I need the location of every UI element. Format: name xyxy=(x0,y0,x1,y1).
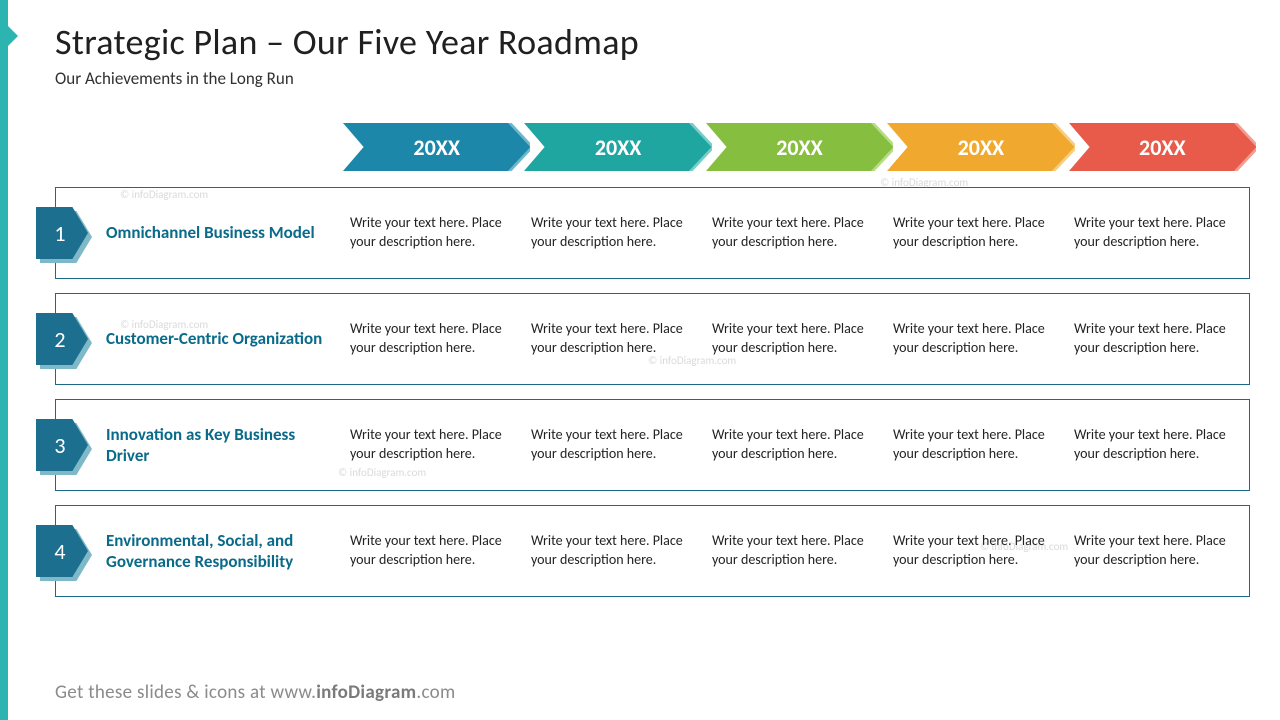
roadmap-row: 4Environmental, Social, and Governance R… xyxy=(55,505,1250,597)
cell-text: Write your text here. Place your descrip… xyxy=(887,188,1068,278)
cell-text: Write your text here. Place your descrip… xyxy=(525,400,706,490)
year-label: 20XX xyxy=(958,134,1005,161)
year-label: 20XX xyxy=(413,134,460,161)
cell-text: Write your text here. Place your descrip… xyxy=(344,400,525,490)
cell-text: Write your text here. Place your descrip… xyxy=(1068,400,1249,490)
footer-suffix: .com xyxy=(416,681,455,704)
slide-title: Strategic Plan – Our Five Year Roadmap xyxy=(55,20,1250,64)
cell-text: Write your text here. Place your descrip… xyxy=(344,188,525,278)
cell-text: Write your text here. Place your descrip… xyxy=(525,188,706,278)
row-title: Environmental, Social, and Governance Re… xyxy=(56,506,344,596)
cell-text: Write your text here. Place your descrip… xyxy=(344,294,525,384)
roadmap-row: 1Omnichannel Business ModelWrite your te… xyxy=(55,187,1250,279)
row-cells: Write your text here. Place your descrip… xyxy=(344,506,1249,596)
cell-text: Write your text here. Place your descrip… xyxy=(887,506,1068,596)
row-cells: Write your text here. Place your descrip… xyxy=(344,294,1249,384)
slide-content: Strategic Plan – Our Five Year Roadmap O… xyxy=(55,20,1250,611)
year-label: 20XX xyxy=(776,134,823,161)
cell-text: Write your text here. Place your descrip… xyxy=(706,294,887,384)
year-chevron: 20XX xyxy=(524,123,711,171)
cell-text: Write your text here. Place your descrip… xyxy=(887,294,1068,384)
year-label: 20XX xyxy=(1139,134,1186,161)
row-cells: Write your text here. Place your descrip… xyxy=(344,400,1249,490)
cell-text: Write your text here. Place your descrip… xyxy=(1068,188,1249,278)
slide-subtitle: Our Achievements in the Long Run xyxy=(55,68,1250,89)
year-chevron: 20XX xyxy=(1069,123,1256,171)
cell-text: Write your text here. Place your descrip… xyxy=(1068,294,1249,384)
roadmap-row: 2Customer-Centric OrganizationWrite your… xyxy=(55,293,1250,385)
year-chevron: 20XX xyxy=(343,123,530,171)
row-number-badge: 2 xyxy=(36,313,88,365)
cell-text: Write your text here. Place your descrip… xyxy=(525,506,706,596)
footer-prefix: Get these slides & icons at www. xyxy=(55,681,316,704)
year-chevron: 20XX xyxy=(706,123,893,171)
year-chevron: 20XX xyxy=(887,123,1074,171)
row-number-label: 4 xyxy=(36,525,84,577)
cell-text: Write your text here. Place your descrip… xyxy=(525,294,706,384)
row-title: Omnichannel Business Model xyxy=(56,188,344,278)
row-number-label: 1 xyxy=(36,207,84,259)
footer-attribution: Get these slides & icons at www.infoDiag… xyxy=(55,681,455,704)
years-chevron-row: 20XX 20XX 20XX 20XX 20XX xyxy=(343,123,1250,171)
cell-text: Write your text here. Place your descrip… xyxy=(706,506,887,596)
row-title: Customer-Centric Organization xyxy=(56,294,344,384)
year-label: 20XX xyxy=(595,134,642,161)
footer-brand: infoDiagram xyxy=(316,681,416,704)
row-title: Innovation as Key Business Driver xyxy=(56,400,344,490)
cell-text: Write your text here. Place your descrip… xyxy=(344,506,525,596)
row-number-label: 2 xyxy=(36,313,84,365)
roadmap-row: 3Innovation as Key Business DriverWrite … xyxy=(55,399,1250,491)
cell-text: Write your text here. Place your descrip… xyxy=(1068,506,1249,596)
row-number-badge: 4 xyxy=(36,525,88,577)
roadmap-rows: 1Omnichannel Business ModelWrite your te… xyxy=(55,187,1250,597)
cell-text: Write your text here. Place your descrip… xyxy=(706,188,887,278)
row-number-label: 3 xyxy=(36,419,84,471)
cell-text: Write your text here. Place your descrip… xyxy=(706,400,887,490)
side-accent-bar xyxy=(0,0,8,720)
row-number-badge: 3 xyxy=(36,419,88,471)
row-number-badge: 1 xyxy=(36,207,88,259)
cell-text: Write your text here. Place your descrip… xyxy=(887,400,1068,490)
row-cells: Write your text here. Place your descrip… xyxy=(344,188,1249,278)
